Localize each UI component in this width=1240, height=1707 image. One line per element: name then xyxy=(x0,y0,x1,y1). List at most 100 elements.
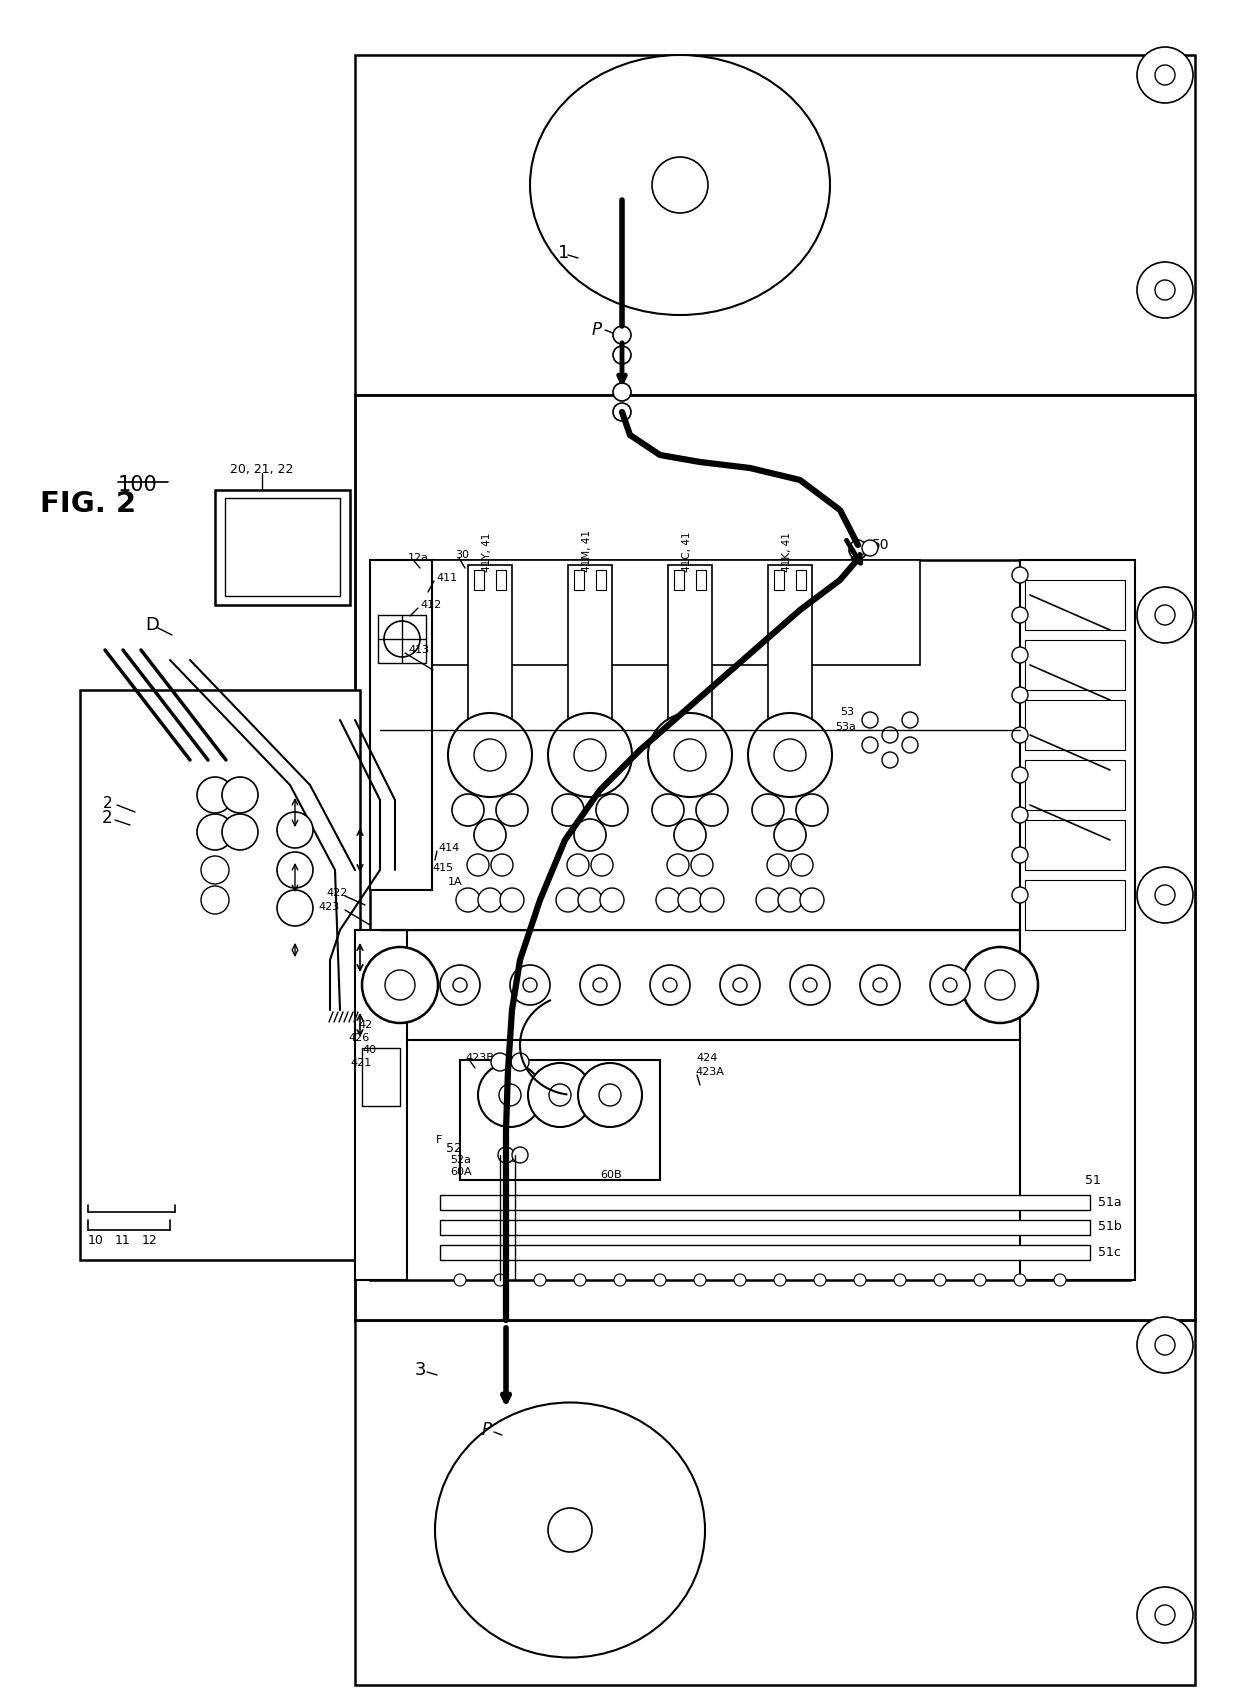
Circle shape xyxy=(973,1273,986,1285)
Circle shape xyxy=(652,157,708,213)
Circle shape xyxy=(613,382,631,401)
Circle shape xyxy=(1012,888,1028,903)
Text: 11: 11 xyxy=(115,1234,130,1246)
Text: 42: 42 xyxy=(358,1021,372,1029)
Text: 421: 421 xyxy=(350,1058,371,1069)
Bar xyxy=(355,394,1195,1320)
Bar xyxy=(682,724,698,734)
Bar xyxy=(1025,819,1125,871)
Text: 100: 100 xyxy=(118,475,157,495)
Circle shape xyxy=(1012,567,1028,584)
Circle shape xyxy=(934,1273,946,1285)
Text: 10: 10 xyxy=(88,1234,104,1246)
Bar xyxy=(370,560,1130,1280)
Circle shape xyxy=(962,947,1038,1022)
Circle shape xyxy=(691,854,713,876)
Circle shape xyxy=(477,888,502,912)
Circle shape xyxy=(748,714,832,797)
Circle shape xyxy=(1012,608,1028,623)
Circle shape xyxy=(600,888,624,912)
Circle shape xyxy=(1012,727,1028,743)
Circle shape xyxy=(791,854,813,876)
Ellipse shape xyxy=(529,55,830,316)
Text: 30: 30 xyxy=(455,550,469,560)
Ellipse shape xyxy=(435,1403,706,1657)
Circle shape xyxy=(1012,766,1028,784)
Text: 60: 60 xyxy=(502,1152,518,1164)
Circle shape xyxy=(578,1063,642,1127)
Text: 12: 12 xyxy=(143,1234,157,1246)
Text: 50: 50 xyxy=(872,538,889,551)
Bar xyxy=(582,724,598,734)
Circle shape xyxy=(796,794,828,826)
Text: 53: 53 xyxy=(839,707,854,717)
Circle shape xyxy=(578,888,601,912)
Circle shape xyxy=(574,1273,587,1285)
Circle shape xyxy=(1154,604,1176,625)
Circle shape xyxy=(804,978,817,992)
Circle shape xyxy=(873,978,887,992)
Circle shape xyxy=(596,794,627,826)
Bar xyxy=(1021,560,1135,1280)
Text: 411: 411 xyxy=(436,574,458,584)
Circle shape xyxy=(854,1273,866,1285)
Circle shape xyxy=(567,854,589,876)
Bar xyxy=(224,498,340,596)
Bar xyxy=(355,55,1195,394)
Bar xyxy=(379,930,1021,1040)
Circle shape xyxy=(649,714,732,797)
Bar xyxy=(496,570,506,591)
Text: 3: 3 xyxy=(415,1360,427,1379)
Circle shape xyxy=(667,854,689,876)
Circle shape xyxy=(1154,65,1176,85)
Circle shape xyxy=(901,712,918,727)
Text: 52a: 52a xyxy=(450,1156,471,1164)
Circle shape xyxy=(277,889,312,925)
Text: 1A: 1A xyxy=(448,877,463,888)
Circle shape xyxy=(774,1273,786,1285)
Circle shape xyxy=(701,888,724,912)
Bar xyxy=(675,570,684,591)
Circle shape xyxy=(882,727,898,743)
Text: 2: 2 xyxy=(102,809,113,826)
Text: 426: 426 xyxy=(348,1033,370,1043)
Text: 422: 422 xyxy=(326,888,348,898)
Bar xyxy=(774,570,784,591)
Circle shape xyxy=(474,819,506,852)
Circle shape xyxy=(496,794,528,826)
Circle shape xyxy=(456,888,480,912)
Circle shape xyxy=(574,819,606,852)
Circle shape xyxy=(734,1273,746,1285)
Text: 423: 423 xyxy=(319,901,340,912)
Circle shape xyxy=(1154,280,1176,300)
Circle shape xyxy=(384,621,420,657)
Circle shape xyxy=(696,794,728,826)
Circle shape xyxy=(653,1273,666,1285)
Circle shape xyxy=(1137,587,1193,644)
Circle shape xyxy=(528,1063,591,1127)
Circle shape xyxy=(197,777,233,813)
Bar xyxy=(1025,640,1125,690)
Circle shape xyxy=(534,1273,546,1285)
Text: 413: 413 xyxy=(408,645,429,655)
Text: 60B: 60B xyxy=(600,1169,621,1180)
Bar xyxy=(1025,760,1125,811)
Text: 51b: 51b xyxy=(1097,1221,1122,1234)
Circle shape xyxy=(756,888,780,912)
Circle shape xyxy=(675,819,706,852)
Text: P: P xyxy=(482,1420,492,1439)
Text: 423B: 423B xyxy=(465,1053,494,1063)
Circle shape xyxy=(1154,884,1176,905)
Bar xyxy=(568,565,613,725)
Bar xyxy=(782,724,799,734)
Text: 51a: 51a xyxy=(1097,1195,1122,1209)
Circle shape xyxy=(448,714,532,797)
Circle shape xyxy=(277,852,312,888)
Bar xyxy=(215,490,350,604)
Bar xyxy=(482,724,498,734)
Circle shape xyxy=(510,964,551,1005)
Text: 51c: 51c xyxy=(1097,1246,1121,1258)
Text: P: P xyxy=(591,321,601,340)
Bar xyxy=(355,1320,1195,1685)
Circle shape xyxy=(614,1273,626,1285)
